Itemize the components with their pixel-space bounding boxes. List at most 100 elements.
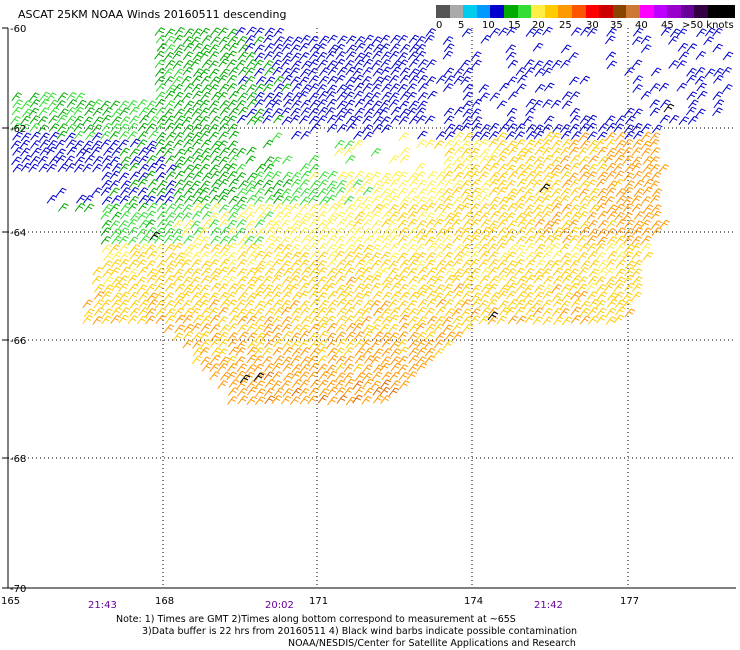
wind-barb: [390, 106, 402, 116]
wind-barb: [578, 203, 589, 213]
wind-barb: [236, 114, 248, 124]
wind-barb: [246, 59, 257, 68]
wind-barb: [265, 194, 276, 204]
wind-barb: [453, 75, 465, 85]
wind-barb: [271, 220, 282, 229]
wind-barb: [433, 339, 445, 349]
wind-barb: [255, 332, 266, 342]
wind-barb: [397, 355, 409, 365]
wind-barb: [588, 139, 599, 149]
wind-barb: [164, 187, 176, 197]
wind-barb: [471, 131, 482, 141]
wind-barb: [613, 283, 625, 292]
wind-barb: [514, 203, 525, 212]
wind-barb: [344, 267, 356, 276]
wind-barb: [543, 220, 555, 229]
wind-barb: [426, 170, 438, 180]
wind-barb: [247, 340, 258, 349]
wind-barb: [613, 123, 625, 133]
lon-tick-label: 171: [309, 596, 328, 607]
wind-barb: [371, 100, 383, 110]
wind-barb: [353, 130, 364, 140]
wind-barb: [480, 124, 491, 133]
wind-barb: [335, 235, 346, 245]
wind-barb: [552, 275, 564, 285]
wind-barb: [192, 51, 204, 61]
wind-barb: [218, 188, 230, 198]
wind-barb: [344, 91, 355, 101]
wind-barb: [263, 156, 275, 166]
wind-barb: [470, 170, 481, 180]
wind-barb: [406, 83, 418, 92]
wind-barb: [317, 243, 329, 252]
wind-barb: [327, 258, 338, 268]
legend-swatch: [558, 5, 572, 18]
wind-barb: [291, 291, 303, 301]
wind-barb: [658, 82, 670, 92]
wind-barb: [246, 258, 257, 268]
wind-barb: [478, 315, 490, 325]
wind-barb: [317, 316, 329, 326]
wind-barb: [704, 27, 716, 37]
wind-barb: [127, 236, 139, 246]
wind-barb: [66, 146, 78, 156]
wind-barb: [118, 123, 130, 133]
wind-barb: [550, 234, 562, 244]
legend-labels: 0 5 10 15 20 25 30 35 40 45 >50 knots: [436, 18, 740, 32]
wind-barb: [46, 146, 57, 156]
wind-barb: [381, 91, 392, 101]
wind-barb: [461, 316, 473, 325]
wind-barb: [550, 218, 562, 228]
wind-barb: [316, 99, 328, 108]
wind-barb: [649, 83, 661, 92]
wind-barb: [607, 250, 618, 260]
wind-barb: [433, 218, 444, 228]
wind-barb: [244, 283, 256, 293]
wind-barb: [298, 218, 310, 228]
wind-barb: [533, 163, 545, 172]
wind-barb: [460, 122, 472, 132]
wind-barb: [436, 228, 447, 237]
lon-tick-label: 174: [464, 596, 483, 607]
wind-barb: [290, 243, 301, 253]
wind-barb: [109, 139, 120, 149]
wind-barb: [308, 290, 320, 300]
wind-barb: [56, 130, 68, 140]
wind-barb: [109, 180, 120, 189]
legend-label: >50 knots: [682, 20, 734, 31]
wind-barb: [479, 203, 491, 212]
wind-barb: [399, 196, 411, 205]
wind-barb: [282, 74, 293, 84]
wind-barb: [337, 35, 348, 45]
wind-barb: [209, 371, 220, 380]
wind-barb: [479, 234, 490, 244]
wind-barb: [39, 147, 51, 156]
wind-barb: [173, 203, 185, 213]
wind-barb: [534, 218, 546, 228]
wind-barb: [300, 188, 311, 197]
wind-barb: [472, 210, 483, 220]
wind-barb: [264, 43, 275, 52]
wind-barb: [182, 180, 193, 190]
wind-barb: [481, 179, 492, 189]
wind-barb: [263, 163, 275, 173]
wind-barb: [525, 251, 537, 261]
wind-barb: [210, 282, 221, 292]
wind-barb: [183, 187, 195, 197]
wind-barb: [416, 204, 428, 214]
wind-barb: [283, 267, 294, 277]
wind-barb: [308, 154, 320, 164]
wind-barb: [236, 212, 247, 221]
wind-barb: [119, 251, 131, 261]
wind-barb: [326, 243, 337, 253]
wind-barb: [381, 371, 392, 381]
wind-barb: [228, 315, 240, 324]
wind-barb: [227, 140, 239, 150]
wind-barb: [363, 108, 375, 117]
wind-barb: [300, 356, 311, 365]
wind-barb: [226, 219, 238, 229]
wind-barb: [310, 315, 321, 325]
wind-barb: [92, 163, 103, 173]
wind-barb: [190, 180, 201, 190]
wind-barb: [370, 92, 381, 101]
